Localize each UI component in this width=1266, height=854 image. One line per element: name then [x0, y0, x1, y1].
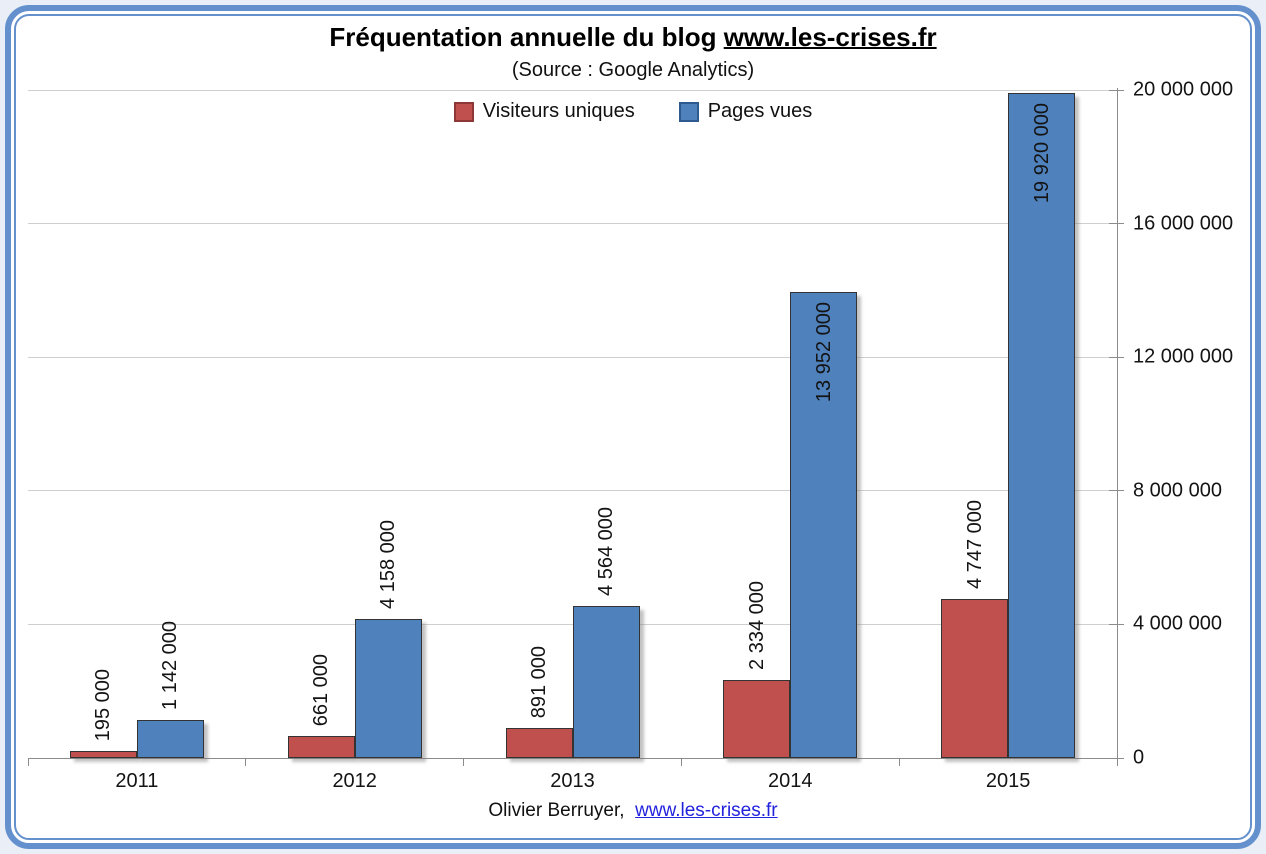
y-axis-label: 0 [1133, 746, 1145, 769]
y-axis-label: 12 000 000 [1133, 345, 1234, 368]
x-axis-tick [27, 758, 29, 766]
legend-item-visiteurs-uniques: Visiteurs uniques [453, 100, 635, 123]
bar-value-label: 19 920 000 [1030, 103, 1054, 208]
legend-item-pages-vues: Pages vues [678, 100, 813, 123]
x-axis-category-label: 2014 [768, 770, 813, 792]
y-axis [1116, 88, 1118, 758]
x-axis-category-label: 2015 [985, 770, 1031, 792]
chart-title: Fréquentation annuelle du blog www.les-c… [0, 22, 1266, 53]
y-axis-label: 8 000 000 [1133, 479, 1222, 502]
x-axis-tick [245, 758, 247, 766]
x-axis-tick [898, 758, 900, 766]
bar-value-text: 661 000 [310, 653, 333, 726]
x-axis [28, 757, 1117, 759]
bar-value-label: 13 952 000 [812, 302, 836, 407]
bar-value-label: 195 000 [91, 669, 115, 746]
bar-value-text: 4 158 000 [377, 520, 400, 610]
chart-title-text: Fréquentation annuelle du blog [329, 22, 724, 52]
bar-pages-vues-2014 [790, 292, 858, 758]
bar-pages-vues-2011 [136, 719, 204, 758]
legend-label: Pages vues [707, 100, 813, 122]
legend-swatch-blue-icon [678, 101, 699, 122]
chart-title-url: www.les-crises.fr [723, 22, 937, 52]
bar-value-text: 891 000 [528, 645, 550, 719]
x-axis-tick [1116, 758, 1118, 766]
bar-value-label: 1 142 000 [158, 621, 182, 715]
bar-value-label: 4 158 000 [376, 520, 400, 614]
chart-subtitle: (Source : Google Analytics) [511, 59, 755, 81]
bar-pages-vues-2015 [1008, 92, 1076, 758]
bar-visiteurs-uniques-2012 [287, 735, 355, 758]
bar-value-label: 4 564 000 [594, 507, 618, 601]
bar-value-text: 1 142 000 [159, 620, 182, 710]
y-axis-label: 4 000 000 [1133, 612, 1222, 635]
bar-value-text: 13 952 000 [812, 302, 835, 403]
bar-value-text: 2 334 000 [745, 581, 768, 671]
legend-swatch-red-icon [453, 101, 474, 122]
chart-legend: Visiteurs uniques Pages vues [0, 100, 1266, 123]
bar-value-text: 19 920 000 [1030, 102, 1053, 203]
gridline [28, 223, 1117, 225]
bar-visiteurs-uniques-2015 [941, 599, 1009, 758]
bar-value-text: 4 564 000 [595, 506, 617, 596]
bar-pages-vues-2013 [572, 605, 640, 758]
footer-link[interactable]: www.les-crises.fr [635, 800, 778, 821]
bar-value-label: 2 334 000 [745, 581, 769, 675]
footer-author: Olivier Berruyer, [488, 800, 625, 821]
bar-value-label: 4 747 000 [963, 500, 987, 594]
bar-value-text: 195 000 [92, 669, 115, 742]
x-axis-category-label: 2013 [550, 770, 595, 792]
bar-visiteurs-uniques-2014 [723, 680, 791, 758]
chart-footer: Olivier Berruyer, www.les-crises.fr [0, 800, 1266, 822]
bar-value-label: 891 000 [527, 646, 551, 723]
gridline [28, 356, 1117, 358]
gridline [28, 490, 1117, 492]
bar-value-text: 4 747 000 [963, 500, 986, 590]
gridline [28, 89, 1117, 91]
x-axis-category-label: 2011 [115, 770, 159, 792]
bar-visiteurs-uniques-2011 [69, 751, 137, 758]
x-axis-category-label: 2012 [332, 770, 377, 792]
bar-value-label: 661 000 [309, 654, 333, 731]
bar-visiteurs-uniques-2013 [505, 728, 573, 758]
x-axis-tick [463, 758, 465, 766]
x-axis-tick [680, 758, 682, 766]
y-axis-label: 16 000 000 [1133, 212, 1234, 235]
y-axis-label: 20 000 000 [1133, 78, 1234, 101]
legend-label: Visiteurs uniques [482, 100, 635, 122]
bar-pages-vues-2012 [354, 619, 422, 758]
